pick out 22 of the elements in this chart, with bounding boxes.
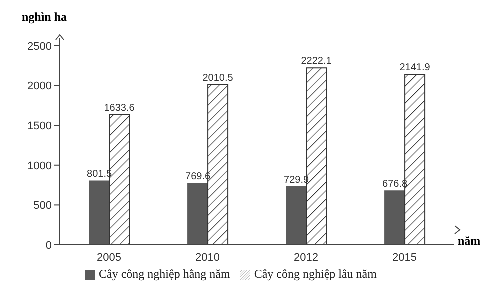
x-tick-label: 2010 <box>196 252 220 264</box>
legend-label: Cây công nghiệp lâu năm <box>254 267 377 281</box>
data-label: 2141.9 <box>400 62 431 74</box>
y-tick-label: 2500 <box>28 40 52 53</box>
y-axis-title: nghìn ha <box>22 10 68 25</box>
x-tick-label: 2005 <box>97 252 122 264</box>
x-tick-label: 2012 <box>294 252 318 264</box>
y-tick-label: 1000 <box>28 160 52 172</box>
bar <box>286 186 308 245</box>
legend-label: Cây công nghiệp hằng năm <box>99 267 230 281</box>
bar <box>89 180 110 245</box>
y-tick-label: 1500 <box>28 120 52 132</box>
bar <box>384 190 406 245</box>
data-label: 2222.1 <box>301 56 332 68</box>
y-tick-label: 0 <box>46 240 52 252</box>
x-axis-title: năm <box>458 234 481 249</box>
y-tick-label: 2000 <box>28 80 52 93</box>
data-label: 2010.5 <box>202 72 234 84</box>
y-tick-label: 500 <box>34 200 52 212</box>
x-tick-label: 2015 <box>392 252 417 264</box>
bar <box>188 183 209 245</box>
data-label: 1633.6 <box>104 102 136 114</box>
